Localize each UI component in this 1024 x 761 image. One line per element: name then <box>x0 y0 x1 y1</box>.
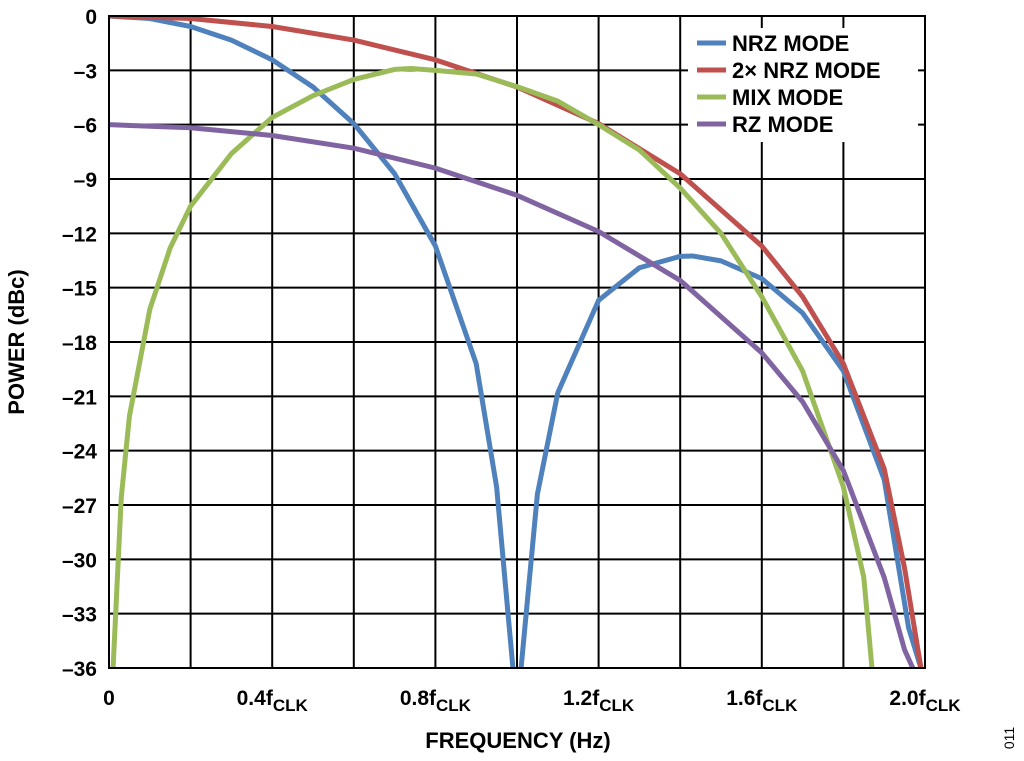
y-tick-label: –18 <box>62 332 97 355</box>
legend-label: RZ MODE <box>732 112 833 137</box>
x-tick-label: 1.6fCLK <box>726 687 798 715</box>
y-tick-label: –27 <box>62 495 97 518</box>
series-line-nrz-mode <box>109 16 924 668</box>
legend-background <box>688 28 918 142</box>
x-tick-label: 2.0fCLK <box>889 687 961 715</box>
y-tick-label: –6 <box>74 115 97 138</box>
y-tick-label: –15 <box>62 278 97 301</box>
figure-number: 011 <box>1001 727 1017 750</box>
x-axis-title: FREQUENCY (Hz) <box>425 728 610 753</box>
y-tick-label: –33 <box>62 604 97 627</box>
x-tick-label: 1.2fCLK <box>563 687 635 715</box>
y-tick-label: –12 <box>62 223 97 246</box>
y-tick-label: –3 <box>74 60 97 83</box>
y-tick-label: –24 <box>62 441 97 464</box>
y-tick-labels: 0 –3 –6 –9 –12 –15 –18 –21 –24 –27 –30 –33 –36 <box>62 6 97 681</box>
legend-label: NRZ MODE <box>732 31 849 56</box>
legend-label: 2× NRZ MODE <box>732 58 881 83</box>
plot-frame <box>108 15 926 669</box>
y-axis-title: POWER (dBc) <box>4 269 29 414</box>
x-tick-label: 0.8fCLK <box>400 687 472 715</box>
x-tick-labels: 0 0.4fCLK 0.8fCLK 1.2fCLK 1.6fCLK 2.0fCLK <box>103 687 961 715</box>
y-tick-label: –36 <box>62 658 97 681</box>
series-lines <box>109 16 924 668</box>
y-tick-label: –21 <box>62 386 97 409</box>
x-tick-label: 0.4fCLK <box>237 687 309 715</box>
series-line-rz-mode <box>109 122 916 668</box>
y-tick-label: –30 <box>62 549 97 572</box>
y-tick-label: –9 <box>74 169 97 192</box>
series-line-mix-mode <box>110 66 875 668</box>
legend-label: MIX MODE <box>732 85 843 110</box>
y-tick-label: 0 <box>85 6 97 29</box>
x-tick-label: 0 <box>103 687 115 710</box>
